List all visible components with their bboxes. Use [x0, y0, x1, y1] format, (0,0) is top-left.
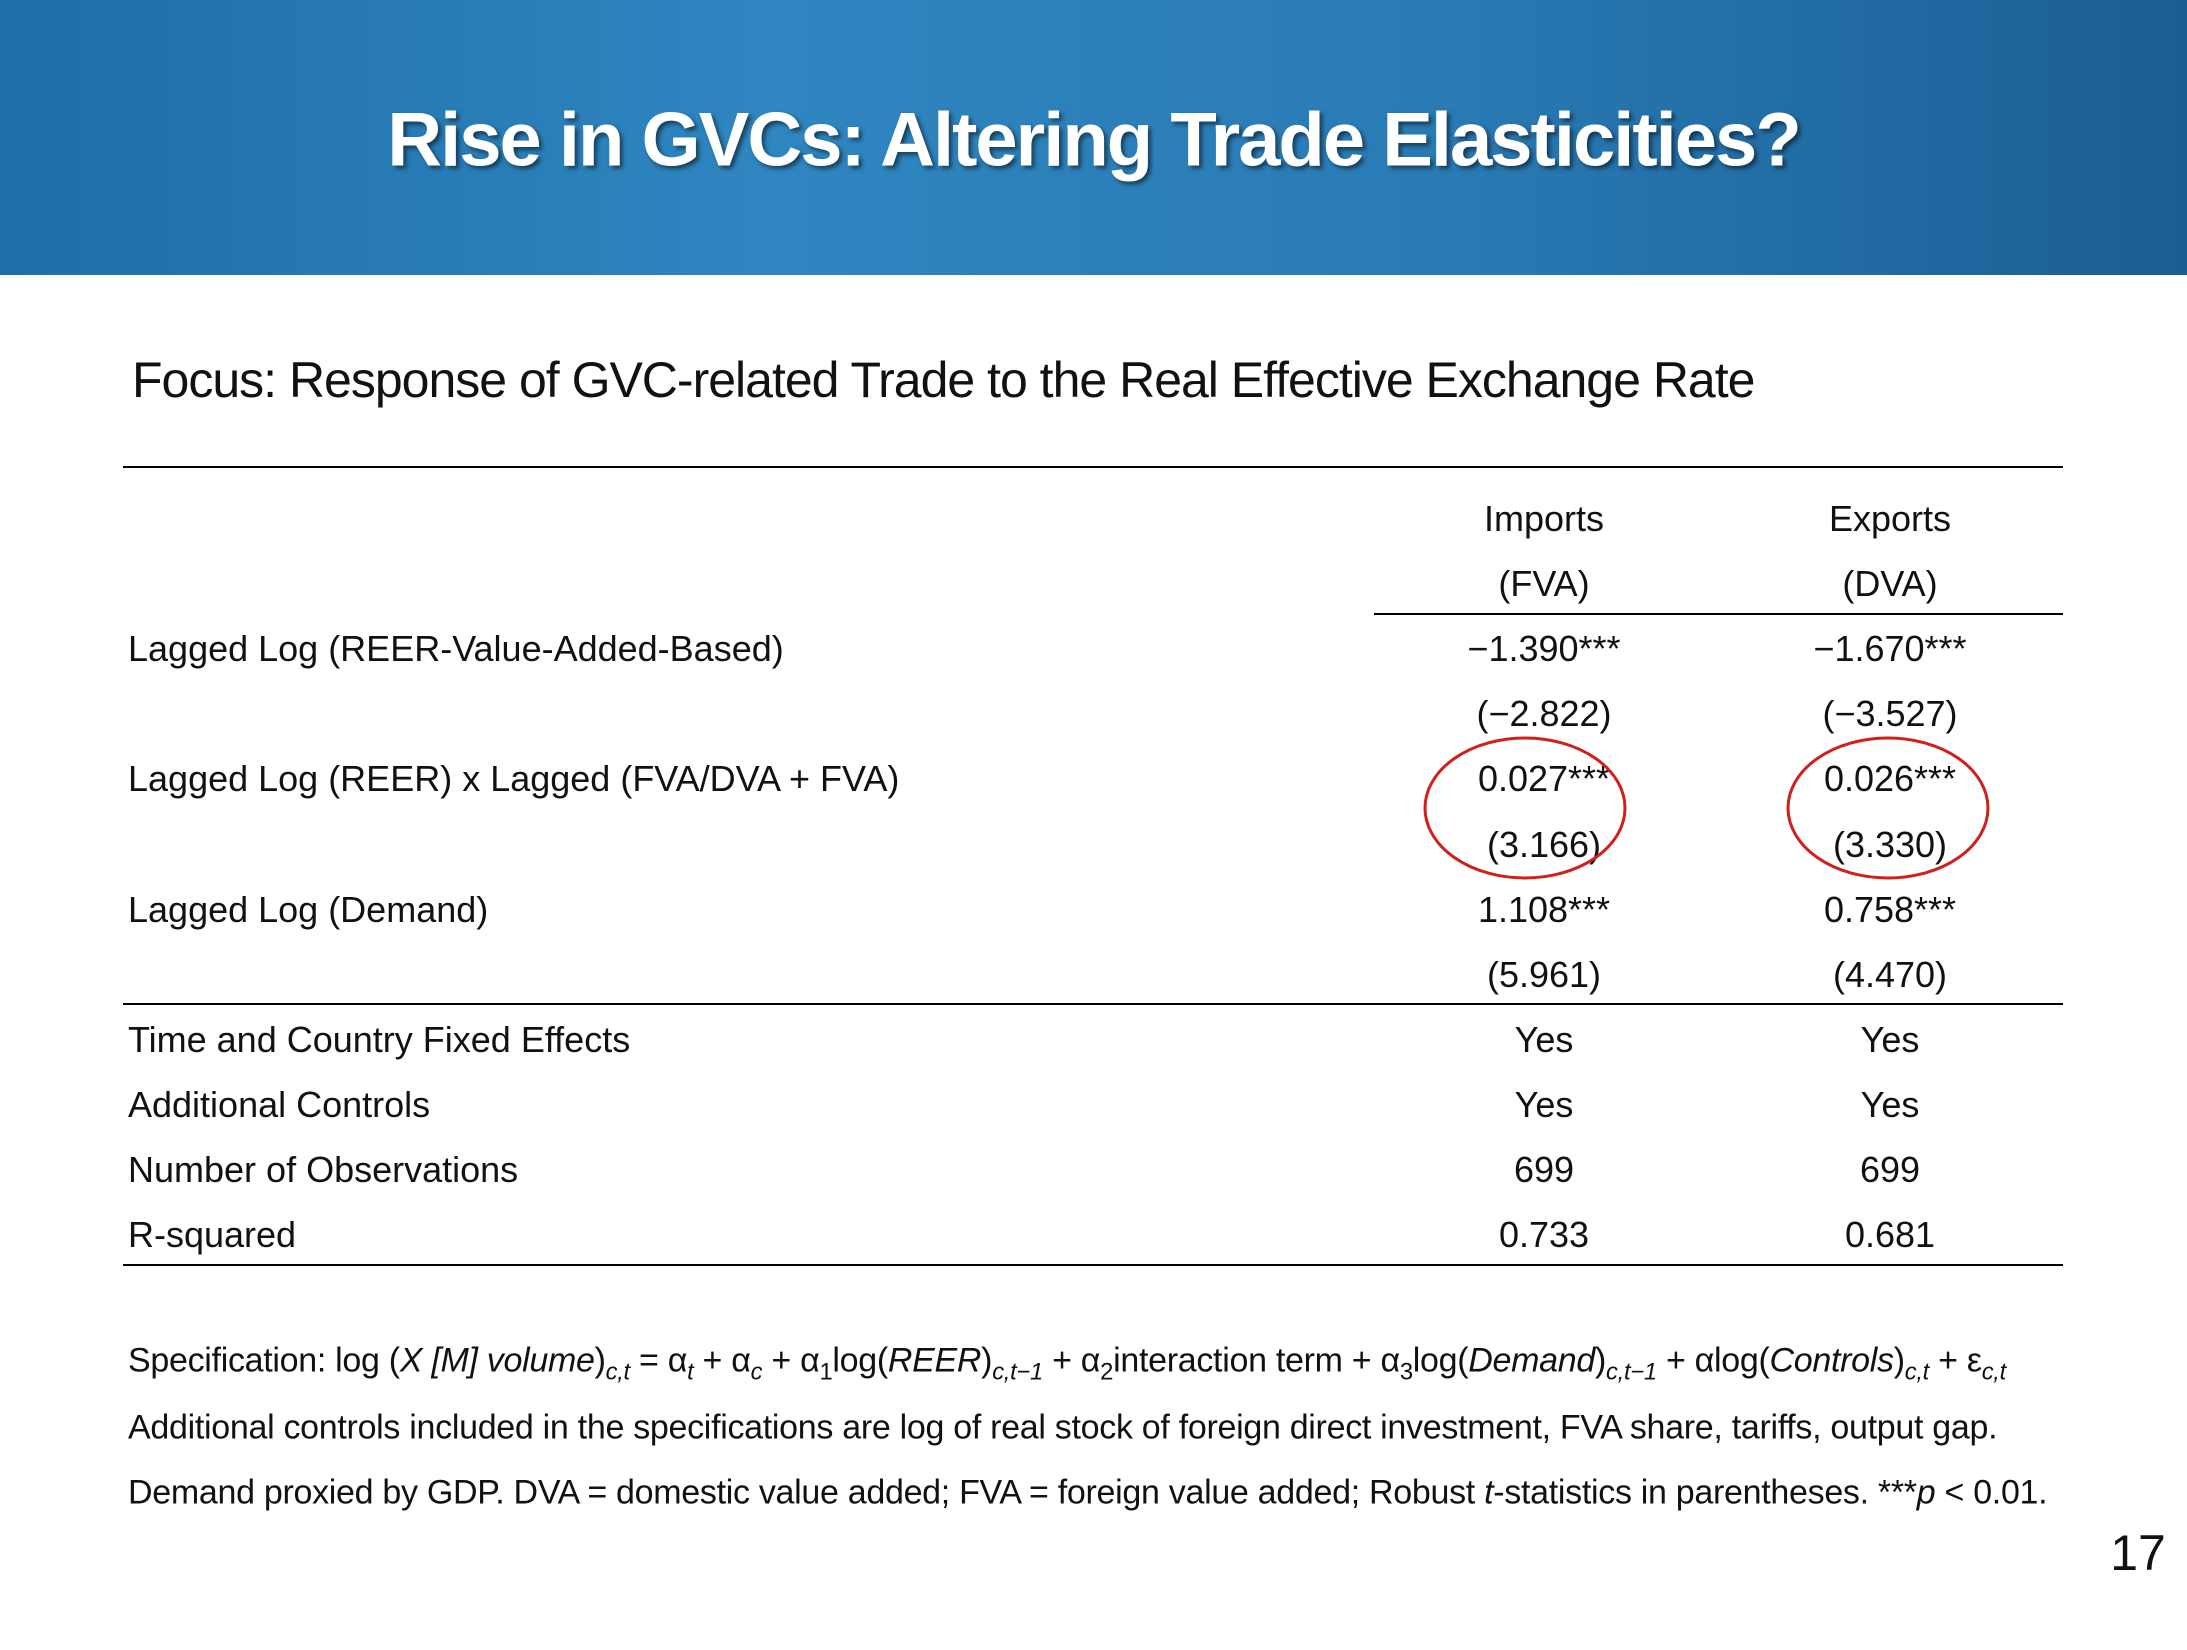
note-sub: c,t−1 [992, 1358, 1043, 1386]
row-label: Lagged Log (REER-Value-Added-Based) [128, 628, 784, 670]
note-text: < 0.01. [1935, 1473, 2048, 1512]
coefficient: −1.390*** [1467, 628, 1621, 670]
t-statistic: (5.961) [1486, 953, 1602, 995]
note-text: ) [1893, 1341, 1905, 1380]
table-rule [123, 1264, 2063, 1266]
column-header: Imports [1483, 498, 1605, 539]
note-sub: c [750, 1358, 763, 1386]
note-text: log( [832, 1341, 888, 1380]
note-text: interaction term + α [1113, 1341, 1400, 1380]
note-text: X [M] volume [399, 1341, 595, 1380]
t-statistic: (3.166) [1486, 823, 1602, 865]
note-text: ) [981, 1341, 993, 1380]
note-text: Demand [1468, 1341, 1595, 1380]
table-cell: 699 [1513, 1149, 1575, 1190]
note-text: Controls [1769, 1341, 1895, 1380]
row-label: Lagged Log (Demand) [128, 888, 489, 930]
table-rule [1374, 613, 2063, 615]
table-cell: 699 [1859, 1149, 1921, 1190]
note-sub: c,t [605, 1358, 631, 1386]
header-band [0, 0, 2187, 275]
note-text: + αlog( [1656, 1341, 1770, 1380]
subtitle: Focus: Response of GVC-related Trade to … [132, 352, 1755, 408]
t-statistic: (3.330) [1832, 823, 1948, 865]
coefficient: 0.027*** [1477, 758, 1611, 800]
column-header: Exports [1828, 498, 1952, 539]
note-text: ) [594, 1341, 606, 1380]
note-controls: Additional controls included in the spec… [128, 1408, 1998, 1447]
t-statistic: (4.470) [1832, 953, 1948, 995]
table-cell: Yes [1860, 1018, 1920, 1060]
note-sub: c,t−1 [1606, 1358, 1657, 1386]
table-rule [123, 466, 2063, 468]
table-cell: 0.733 [1498, 1214, 1590, 1256]
note-text: + ε [1928, 1341, 1982, 1380]
row-label: Lagged Log (REER) x Lagged (FVA/DVA + FV… [128, 758, 900, 800]
note-sub: c,t [1904, 1358, 1930, 1386]
slide-title: Rise in GVCs: Altering Trade Elasticitie… [387, 97, 1802, 183]
note-sub: 3 [1399, 1358, 1413, 1386]
note-sub: 2 [1100, 1358, 1114, 1386]
note-text: REER [887, 1341, 982, 1380]
t-statistic: (−2.822) [1476, 693, 1612, 735]
note-text: Demand proxied by GDP. DVA = domestic va… [128, 1473, 1485, 1512]
table-rule [123, 1003, 2063, 1005]
coefficient: 0.026*** [1823, 758, 1957, 800]
note-sub: c,t [1981, 1358, 2007, 1386]
column-header: (FVA) [1498, 563, 1590, 605]
note-text: p [1916, 1473, 1936, 1512]
note-sub: t [687, 1358, 694, 1386]
note-text: log( [1412, 1341, 1469, 1380]
row-label: Time and Country Fixed Effects [128, 1018, 631, 1060]
note-text: Specification: log ( [128, 1341, 400, 1380]
note-text: + α [693, 1341, 751, 1380]
row-label: Additional Controls [128, 1083, 431, 1125]
note-specification: Specification: log (X [M] volume)c,t = α… [128, 1342, 2006, 1387]
note-definitions: Demand proxied by GDP. DVA = domestic va… [128, 1473, 2048, 1513]
page-number: 17 [2110, 1525, 2166, 1581]
coefficient: −1.670*** [1813, 628, 1967, 670]
column-header: (DVA) [1842, 563, 1938, 605]
note-text: + α [1042, 1341, 1101, 1380]
coefficient: 1.108*** [1477, 888, 1611, 930]
note-sub: 1 [819, 1358, 833, 1386]
row-label: Number of Observations [128, 1149, 519, 1190]
row-label: R-squared [128, 1214, 297, 1256]
note-text: = α [629, 1341, 688, 1380]
note-text: ) [1595, 1341, 1607, 1380]
note-text: + α [762, 1341, 820, 1380]
table-cell: Yes [1514, 1018, 1574, 1060]
table-cell: 0.681 [1844, 1214, 1936, 1256]
t-statistic: (−3.527) [1822, 693, 1958, 735]
coefficient: 0.758*** [1823, 888, 1957, 930]
note-text: -statistics in parentheses. *** [1493, 1473, 1917, 1512]
note-text: t [1484, 1473, 1494, 1512]
table-cell: Yes [1860, 1083, 1920, 1125]
table-cell: Yes [1514, 1083, 1574, 1125]
